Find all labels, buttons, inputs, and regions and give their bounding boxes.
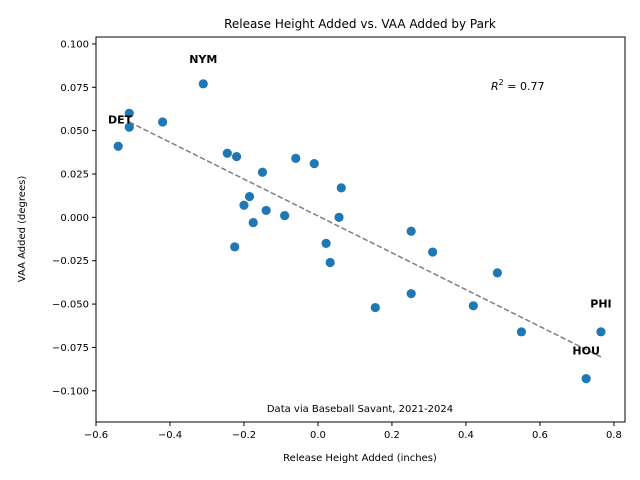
scatter-point — [325, 257, 335, 268]
scatter-point — [406, 289, 416, 299]
data-source-note: Data via Baseball Savant, 2021-2024 — [267, 404, 453, 415]
scatter-point — [321, 238, 331, 248]
scatter-point — [124, 108, 134, 118]
scatter-point — [257, 167, 268, 177]
y-tick-label: 0.050 — [60, 126, 89, 137]
scatter-point — [492, 268, 502, 278]
x-tick-label: 0.0 — [310, 430, 326, 441]
scatter-point — [468, 301, 478, 311]
r-squared-value: = 0.77 — [504, 80, 545, 93]
scatter-point — [231, 152, 242, 162]
r-squared-symbol: R — [491, 80, 499, 93]
scatter-point — [428, 247, 438, 257]
scatter-point — [239, 200, 249, 210]
scatter-point — [113, 141, 123, 151]
x-tick-label: 0.8 — [606, 430, 622, 441]
plot-frame — [95, 36, 626, 423]
scatter-point — [280, 211, 290, 221]
y-tick-label: −0.050 — [52, 300, 89, 311]
trend-line — [128, 121, 604, 359]
plot-background — [96, 37, 625, 422]
x-tick-label: 0.2 — [384, 430, 400, 441]
x-axis-label: Release Height Added (inches) — [283, 453, 437, 464]
y-tick-label: −0.025 — [52, 256, 89, 267]
y-tick-label: 0.000 — [60, 213, 89, 224]
scatter-point — [124, 122, 134, 132]
team-labels-layer: NYM DET PHI HOU — [108, 53, 612, 357]
y-axis-label: VAA Added (degrees) — [17, 176, 28, 283]
scatter-point — [261, 205, 271, 216]
y-tick-label: 0.075 — [60, 83, 89, 94]
team-label: PHI — [590, 298, 611, 311]
scatter-point — [581, 374, 591, 384]
scatter-point — [248, 217, 258, 228]
r-squared-superscript: 2 — [499, 78, 504, 87]
y-axis-ticks: −0.100 −0.075 −0.050 −0.025 0.000 0.025 0.050 0… — [52, 39, 96, 397]
x-tick-label: 0.4 — [458, 430, 474, 441]
scatter-point — [291, 153, 301, 163]
x-tick-label: −0.2 — [232, 430, 256, 441]
y-tick-label: 0.025 — [60, 170, 89, 181]
chart-title: Release Height Added vs. VAA Added by Pa… — [224, 17, 496, 31]
scatter-point — [244, 191, 255, 202]
scatter-point — [370, 302, 380, 313]
y-tick-label: −0.075 — [52, 343, 89, 354]
scatter-point — [336, 183, 346, 193]
scatter-point — [309, 158, 319, 169]
trend-layer — [128, 121, 604, 359]
x-tick-label: 0.6 — [532, 430, 548, 441]
scatter-point — [222, 148, 232, 158]
scatter-point — [596, 327, 606, 337]
scatter-point — [157, 117, 168, 127]
scatter-point — [230, 242, 240, 252]
r-squared-annotation: R2 = 0.77 — [491, 78, 544, 93]
scatter-point — [334, 212, 344, 222]
plot-area — [96, 37, 625, 422]
scatter-point — [406, 226, 416, 236]
x-tick-label: −0.6 — [84, 430, 108, 441]
y-tick-label: 0.100 — [60, 39, 89, 50]
points-layer — [113, 79, 606, 384]
scatter-point — [198, 79, 208, 89]
team-label: DET — [108, 114, 133, 127]
team-label: NYM — [189, 53, 217, 66]
x-axis-ticks: −0.6 −0.4 −0.2 0.0 0.2 0.4 0.6 0.8 — [84, 422, 622, 441]
scatter-point — [516, 327, 527, 337]
y-tick-label: −0.100 — [52, 386, 89, 397]
x-tick-label: −0.4 — [158, 430, 182, 441]
team-label: HOU — [572, 344, 600, 357]
